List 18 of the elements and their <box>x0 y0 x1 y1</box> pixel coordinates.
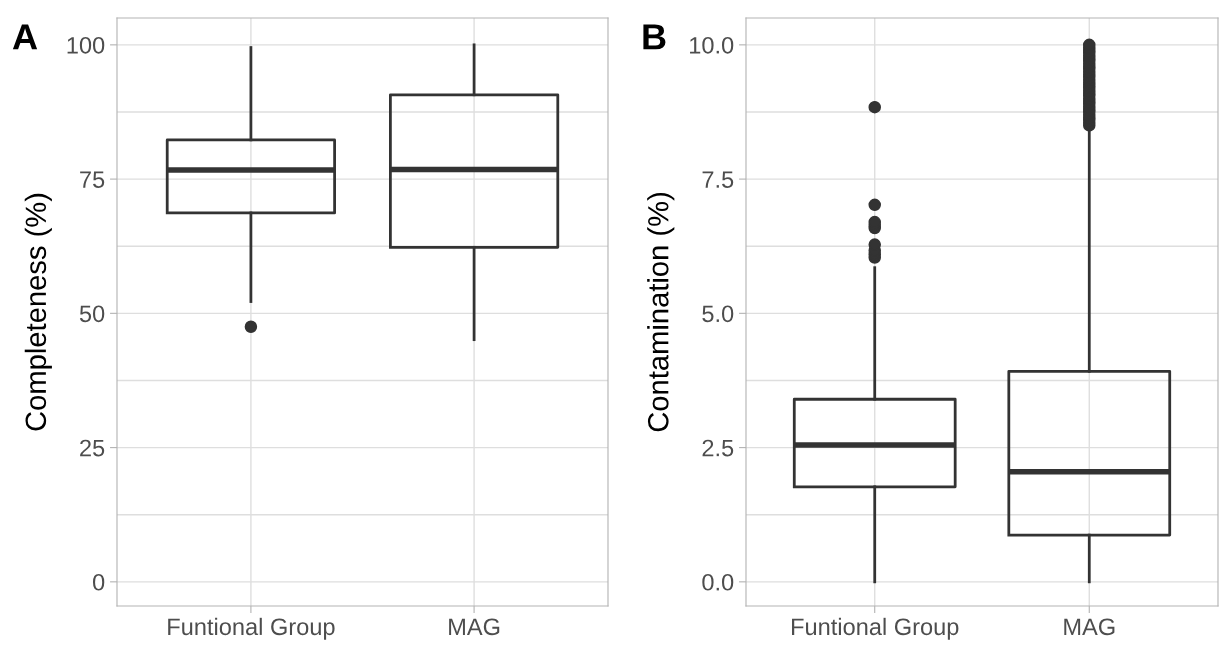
y-tick-label: 7.5 <box>702 171 734 188</box>
x-tick-label: Funtional Group <box>792 617 959 640</box>
y-tick-label: 75 <box>80 171 105 188</box>
chart-title: B <box>643 24 666 50</box>
y-tick-label: 100 <box>67 36 105 54</box>
chart-title: A <box>12 24 38 50</box>
y-axis-title: Completeness (%) <box>24 193 52 431</box>
y-tick-label: 50 <box>79 305 105 323</box>
x-tick-label: Funtional Group <box>168 617 335 640</box>
x-tick-label: MAG <box>449 618 500 636</box>
y-tick-label: 25 <box>80 439 105 457</box>
y-tick-label: 0 <box>92 573 105 591</box>
y-tick-label: 10.0 <box>690 36 734 54</box>
y-tick-label: 0.0 <box>702 573 734 591</box>
y-tick-label: 2.5 <box>702 439 734 457</box>
x-tick-label: MAG <box>1064 618 1115 636</box>
y-tick-label: 5.0 <box>702 305 734 323</box>
y-axis-title: Contamination (%) <box>647 193 675 432</box>
